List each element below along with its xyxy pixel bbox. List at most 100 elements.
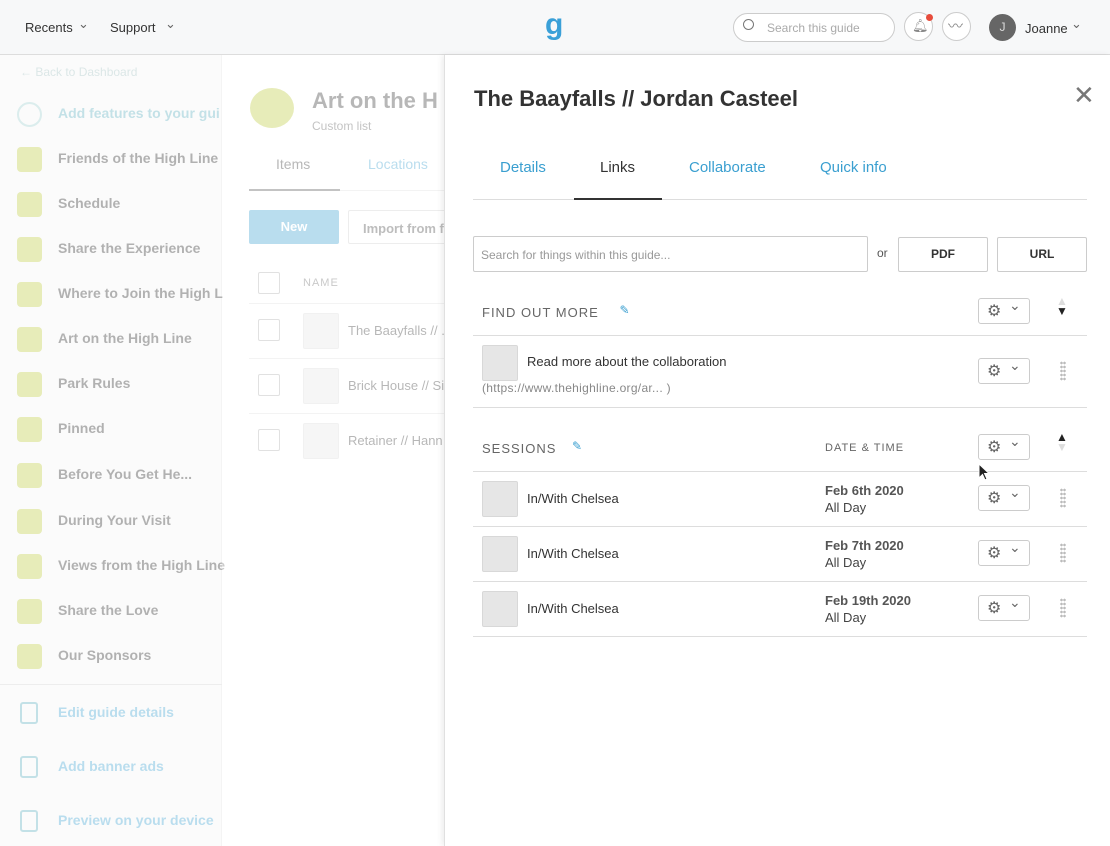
session-date: Feb 19th 2020 — [825, 593, 911, 608]
sidebar-icon — [17, 147, 42, 172]
sidebar-icon — [17, 282, 42, 307]
search-box[interactable]: Search this guide — [733, 13, 895, 42]
back-link[interactable]: ← Back to Dashboard — [20, 65, 138, 79]
sidebar-icon — [20, 810, 38, 832]
search-input[interactable]: Search for things within this guide... — [473, 236, 868, 272]
divider — [0, 684, 222, 685]
new-button[interactable]: New — [249, 210, 339, 244]
user-name[interactable]: Joanne — [1025, 21, 1068, 36]
thumbnail — [482, 345, 518, 381]
tab-underline — [574, 198, 662, 200]
panel-tab[interactable]: Quick info — [820, 159, 887, 176]
sidebar: ← Back to Dashboard Add features to your … — [0, 55, 225, 846]
sidebar-item[interactable]: Add features to your gui — [58, 105, 220, 121]
drag-handle[interactable] — [1060, 488, 1066, 508]
sidebar-item[interactable]: During Your Visit — [58, 512, 171, 528]
attach-button[interactable]: URL — [997, 237, 1087, 272]
row-divider — [249, 358, 444, 359]
avatar[interactable]: J — [989, 14, 1016, 41]
thumbnail — [482, 536, 518, 572]
session-title[interactable]: In/With Chelsea — [527, 601, 619, 616]
panel-tab[interactable]: Details — [500, 159, 546, 176]
sidebar-icon — [17, 463, 42, 488]
sidebar-item[interactable]: Pinned — [58, 420, 105, 436]
menu[interactable]: Support — [110, 20, 156, 35]
row-name[interactable]: The Baayfalls // ... — [348, 323, 444, 338]
tab-underline — [249, 189, 340, 191]
sidebar-footer-item[interactable]: Preview on your device — [58, 812, 214, 828]
divider — [473, 471, 1087, 472]
notification-dot — [926, 14, 933, 21]
gear-button[interactable] — [978, 357, 1030, 384]
row-divider — [249, 303, 444, 304]
sidebar-item[interactable]: Before You Get He... — [58, 466, 193, 482]
session-title[interactable]: In/With Chelsea — [527, 546, 619, 561]
gear-button[interactable] — [978, 433, 1030, 460]
divider — [473, 581, 1087, 582]
row-name[interactable]: Retainer // Hann — [348, 433, 443, 448]
sidebar-icon — [17, 509, 42, 534]
row-name[interactable]: Brick House // Si — [348, 378, 444, 393]
sidebar-item[interactable]: Where to Join the High L — [58, 285, 223, 301]
section-title: SESSIONS — [482, 441, 557, 456]
panel-tab[interactable]: Collaborate — [689, 159, 766, 176]
drag-handle[interactable] — [1060, 361, 1066, 381]
panel-tab[interactable]: Links — [600, 159, 636, 176]
sidebar-footer-item[interactable]: Add banner ads — [58, 758, 164, 774]
sidebar-footer-item[interactable]: Edit guide details — [58, 704, 174, 720]
drag-handle[interactable] — [1060, 598, 1066, 618]
checkbox[interactable] — [258, 319, 280, 341]
thumbnail — [303, 368, 339, 404]
link-title[interactable]: Read more about the collaboration — [527, 354, 727, 369]
gear-button[interactable] — [978, 594, 1030, 621]
sidebar-icon — [17, 192, 42, 217]
thumbnail — [482, 481, 518, 517]
list-tab[interactable]: Items — [276, 156, 311, 172]
sort-arrow[interactable]: ▲ ▼ — [1056, 294, 1068, 318]
session-title[interactable]: In/With Chelsea — [527, 491, 619, 506]
panel-title: The Baayfalls // Jordan Casteel — [474, 86, 799, 111]
drag-handle[interactable] — [1060, 543, 1066, 563]
import-button[interactable]: Import from fi — [348, 210, 444, 244]
icon-button[interactable] — [942, 12, 971, 41]
divider — [473, 636, 1087, 637]
list-title: Art on the H — [312, 88, 438, 113]
sidebar-item[interactable]: Schedule — [58, 195, 121, 211]
list-subtitle: Custom list — [312, 119, 372, 133]
gear-button[interactable] — [978, 539, 1030, 566]
session-time: All Day — [825, 610, 867, 625]
tab-line — [249, 190, 444, 191]
sidebar-item[interactable]: Share the Love — [58, 602, 159, 618]
checkbox[interactable] — [258, 272, 280, 294]
list-tab[interactable]: Locations — [368, 156, 428, 172]
sidebar-icon — [17, 237, 42, 262]
thumbnail — [303, 313, 339, 349]
sidebar-item[interactable]: Art on the High Line — [58, 330, 192, 346]
checkbox[interactable] — [258, 429, 280, 451]
sidebar-item[interactable]: Share the Experience — [58, 240, 201, 256]
attach-button[interactable]: PDF — [898, 237, 988, 272]
sidebar-icon — [17, 327, 42, 352]
gear-button[interactable] — [978, 484, 1030, 511]
sidebar-item[interactable]: Park Rules — [58, 375, 131, 391]
sidebar-item[interactable]: Views from the High Line — [58, 557, 225, 573]
divider — [473, 526, 1087, 527]
sidebar-item[interactable]: Friends of the High Line — [58, 150, 219, 166]
logo[interactable]: g — [545, 8, 564, 41]
detail-panel: The Baayfalls // Jordan Casteel ✕ Details L… — [444, 55, 1110, 846]
gear-button[interactable] — [978, 297, 1030, 324]
edit-icon[interactable]: ✎ — [619, 303, 630, 317]
search-icon — [743, 19, 754, 30]
close-button[interactable]: ✕ — [1073, 80, 1095, 110]
checkbox[interactable] — [258, 374, 280, 396]
column-header: NAME — [303, 277, 339, 289]
column-header: DATE & TIME — [825, 442, 905, 454]
sort-arrow[interactable]: ▲ ▼ — [1056, 430, 1068, 454]
chevron: ⌄ — [165, 16, 176, 31]
sidebar-item[interactable]: Our Sponsors — [58, 647, 152, 663]
chevron: ⌄ — [78, 16, 89, 31]
menu[interactable]: Recents — [25, 20, 73, 35]
session-time: All Day — [825, 555, 867, 570]
edit-icon[interactable]: ✎ — [572, 439, 583, 453]
